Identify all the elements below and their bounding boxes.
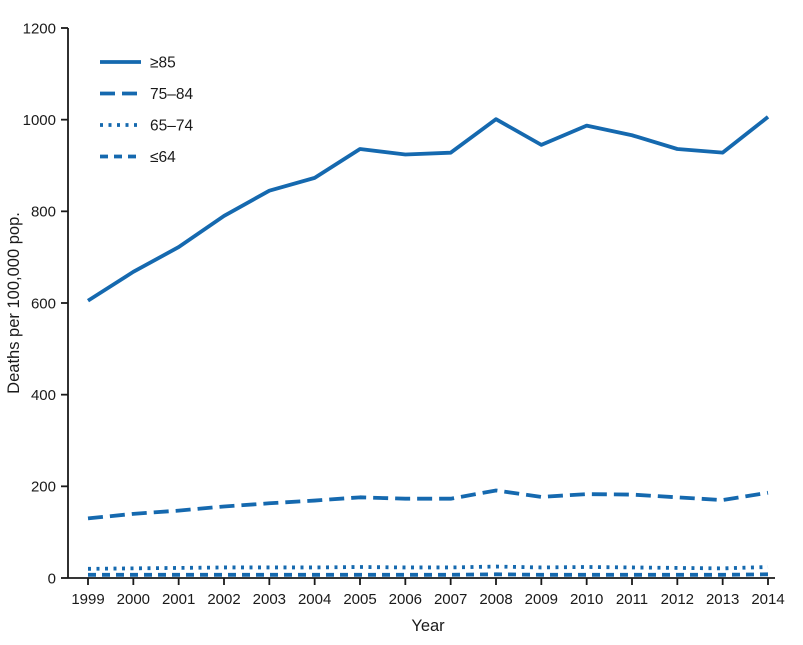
- x-axis-ticks: 1999 2000 2001 2002 2003 2004 2005 2006 2007 2008…: [71, 578, 785, 608]
- legend-label-2: 65–74: [150, 117, 193, 134]
- y-axis-ticks: 0 200 400 600 800 1000 1200: [23, 20, 68, 587]
- x-tick-label: 2006: [389, 591, 422, 608]
- legend: ≥85 75–84 65–74 ≤64: [100, 54, 193, 166]
- x-axis-label: Year: [411, 617, 445, 635]
- legend-label-0: ≥85: [150, 54, 176, 71]
- x-tick-label: 2007: [434, 591, 467, 608]
- y-tick-label: 1000: [23, 112, 56, 129]
- legend-label-3: ≤64: [150, 149, 176, 166]
- x-tick-label: 1999: [71, 591, 104, 608]
- y-tick-label: 400: [31, 387, 56, 404]
- series-lines: [86, 115, 770, 577]
- series-line-2: [87, 564, 769, 571]
- x-tick-label: 2002: [207, 591, 240, 608]
- y-tick-label: 1200: [23, 20, 56, 37]
- x-tick-label: 2013: [706, 591, 739, 608]
- x-tick-label: 2001: [162, 591, 195, 608]
- series-line-0: [86, 115, 770, 303]
- x-tick-label: 2012: [661, 591, 694, 608]
- x-tick-label: 2009: [525, 591, 558, 608]
- legend-label-1: 75–84: [150, 86, 193, 103]
- x-tick-label: 2003: [253, 591, 286, 608]
- x-tick-label: 2011: [616, 591, 648, 608]
- y-axis-label: Deaths per 100,000 pop.: [5, 212, 23, 394]
- x-tick-label: 2005: [343, 591, 376, 608]
- x-tick-label: 2004: [298, 591, 331, 608]
- x-tick-label: 2014: [751, 591, 784, 608]
- x-tick-label: 2010: [570, 591, 603, 608]
- x-tick-label: 2008: [479, 591, 512, 608]
- y-tick-label: 0: [48, 570, 56, 587]
- series-line-1: [87, 488, 769, 521]
- y-tick-label: 600: [31, 295, 56, 312]
- y-tick-label: 200: [31, 479, 56, 496]
- x-tick-label: 2000: [117, 591, 150, 608]
- y-tick-label: 800: [31, 204, 56, 221]
